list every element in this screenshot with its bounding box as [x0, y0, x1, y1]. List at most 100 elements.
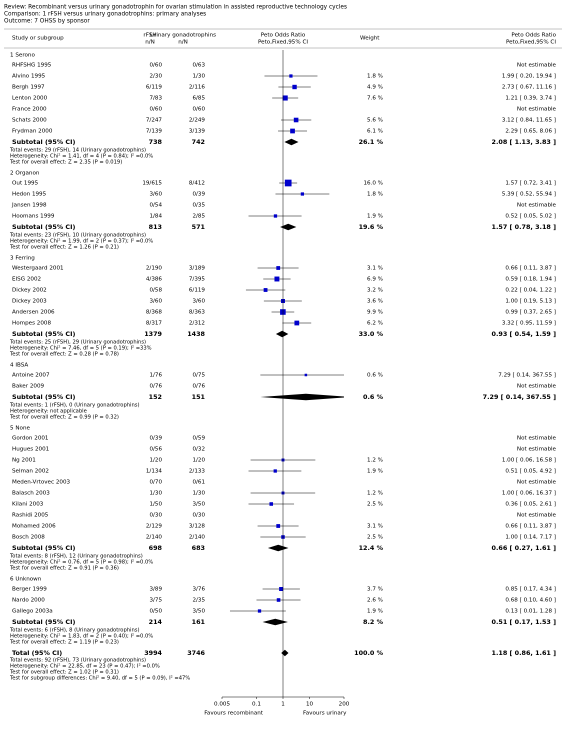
ctrl-events: 2/312 — [189, 321, 205, 327]
exp-total: 214 — [149, 618, 163, 626]
subtotal-label: Subtotal (95% CI) — [12, 330, 75, 338]
col-ci-sub: Peto,Fixed,95% CI — [506, 40, 556, 46]
exp-events: 1/134 — [146, 469, 163, 475]
ci-label: 3.32 [ 0.95, 11.59 ] — [502, 321, 556, 327]
weight: 8.2 % — [363, 618, 384, 626]
effect-marker — [257, 609, 262, 613]
study-name: Hoomans 1999 — [12, 214, 55, 220]
ci-label: 0.93 [ 0.54, 1.59 ] — [492, 330, 557, 338]
ctrl-events: 0/39 — [192, 192, 205, 198]
ci-label: 1.00 [ 0.06, 16.58 ] — [502, 458, 556, 464]
total-note: Test for subgroup differences: Chi² = 9.… — [9, 676, 190, 682]
ctrl-events: 3/76 — [192, 587, 205, 593]
ctrl-events: 3/189 — [189, 266, 206, 272]
effect-marker — [284, 179, 292, 187]
favours-left: Favours recombinant — [204, 711, 264, 717]
ci-label: Not estimable — [517, 513, 557, 519]
weight: 4.9 % — [367, 85, 383, 91]
weight: 1.9 % — [367, 214, 383, 220]
ci-label: 3.12 [ 0.84, 11.65 ] — [502, 118, 556, 124]
group-note: Test for overall effect: Z = 0.99 (P = 0… — [9, 415, 119, 421]
ci-label: 0.36 [ 0.05, 2.61 ] — [505, 502, 556, 508]
exp-events: 0/70 — [149, 480, 162, 486]
col-plot-sub: Peto,Fixed,95% CI — [258, 40, 308, 46]
weight: 0.6 % — [363, 393, 384, 401]
exp-events: 2/190 — [146, 266, 163, 272]
study-name: Dickey 2003 — [12, 299, 47, 305]
ctrl-total: 571 — [192, 223, 205, 231]
exp-events: 4/386 — [146, 277, 163, 283]
ci-label: 0.66 [ 0.27, 1.61 ] — [492, 544, 557, 552]
weight: 3.2 % — [367, 288, 383, 294]
ci-label: 5.39 [ 0.52, 55.94 ] — [502, 192, 556, 198]
weight: 12.4 % — [359, 544, 384, 552]
study-name: Mohamed 2006 — [12, 524, 56, 530]
group-note: Test for overall effect: Z = 2.35 (P = 0… — [9, 160, 122, 166]
group-note: Heterogeneity: Chi² = 1.83, df = 2 (P = … — [10, 634, 153, 640]
summary-diamond — [260, 393, 344, 401]
exp-events: 0/39 — [149, 436, 162, 442]
exp-events: 0/60 — [149, 107, 162, 113]
weight: 2.5 % — [367, 535, 383, 541]
ci-label: 1.99 [ 0.20, 19.94 ] — [502, 74, 556, 80]
exp-events: 0/30 — [149, 513, 162, 519]
total-note: Total events: 92 (rFSH), 73 (Urinary gon… — [9, 658, 146, 664]
effect-marker — [276, 524, 281, 528]
study-name: Andersen 2006 — [12, 310, 55, 316]
ci-label: 0.85 [ 0.17, 4.34 ] — [505, 587, 556, 593]
study-name: Nardo 2000 — [12, 598, 45, 604]
ctrl-events: 7/395 — [189, 277, 206, 283]
exp-events: 0/60 — [149, 63, 162, 69]
ctrl-events: 6/85 — [192, 96, 205, 102]
col-exp: rFSH — [143, 33, 156, 39]
effect-marker — [274, 276, 280, 282]
summary-diamond — [267, 544, 289, 552]
ctrl-events: 8/412 — [189, 181, 205, 187]
weight: 2.6 % — [367, 598, 383, 604]
ci-label: Not estimable — [517, 203, 557, 209]
ci-label: 1.18 [ 0.86, 1.61 ] — [492, 649, 557, 657]
ci-label: Not estimable — [517, 107, 557, 113]
total-note: Test for overall effect: Z = 1.02 (P = 0… — [9, 670, 119, 676]
weight: 7.6 % — [367, 96, 383, 102]
study-name: Alvino 1995 — [12, 74, 46, 80]
ctrl-events: 8/363 — [189, 310, 206, 316]
study-name: Hedon 1995 — [12, 192, 47, 198]
x-tick-label: 200 — [339, 702, 350, 708]
study-name: Frydman 2000 — [12, 129, 53, 135]
ctrl-events: 2/85 — [192, 214, 205, 220]
ctrl-events: 1/30 — [192, 74, 205, 80]
ci-label: 2.73 [ 0.67, 11.16 ] — [502, 85, 556, 91]
group-note: Total events: 8 (rFSH), 12 (Urinary gona… — [9, 554, 143, 560]
exp-events: 8/368 — [146, 310, 163, 316]
ci-label: Not estimable — [517, 480, 557, 486]
effect-marker — [292, 84, 297, 90]
weight: 100.0 % — [354, 649, 383, 657]
study-name: France 2000 — [12, 107, 47, 113]
weight: 5.6 % — [367, 118, 383, 124]
effect-marker — [273, 469, 277, 473]
study-name: Hompes 2008 — [12, 321, 51, 327]
col-ci: Peto Odds Ratio — [511, 33, 556, 39]
col-ctrl-sub: n/N — [178, 40, 188, 46]
summary-diamond — [281, 649, 289, 657]
group-note: Total events: 29 (rFSH), 14 (Urinary gon… — [9, 148, 146, 154]
ci-label: 0.66 [ 0.11, 3.87 ] — [505, 524, 556, 530]
ci-label: 0.66 [ 0.11, 3.87 ] — [505, 266, 556, 272]
study-name: Antoine 2007 — [12, 373, 50, 379]
exp-total: 813 — [149, 223, 162, 231]
exp-events: 6/119 — [146, 85, 163, 91]
exp-events: 0/76 — [149, 384, 162, 390]
ctrl-events: 2/35 — [192, 598, 205, 604]
effect-marker — [276, 266, 281, 270]
exp-events: 3/89 — [149, 587, 162, 593]
ctrl-events: 0/63 — [192, 63, 205, 69]
ctrl-events: 0/30 — [192, 513, 205, 519]
group-note: Test for overall effect: Z = 0.91 (P = 0… — [9, 566, 119, 572]
weight: 1.8 % — [367, 74, 383, 80]
col-plot: Peto Odds Ratio — [261, 33, 306, 39]
exp-total: 738 — [149, 138, 163, 146]
exp-events: 7/139 — [146, 129, 163, 135]
ctrl-total: 683 — [192, 544, 205, 552]
